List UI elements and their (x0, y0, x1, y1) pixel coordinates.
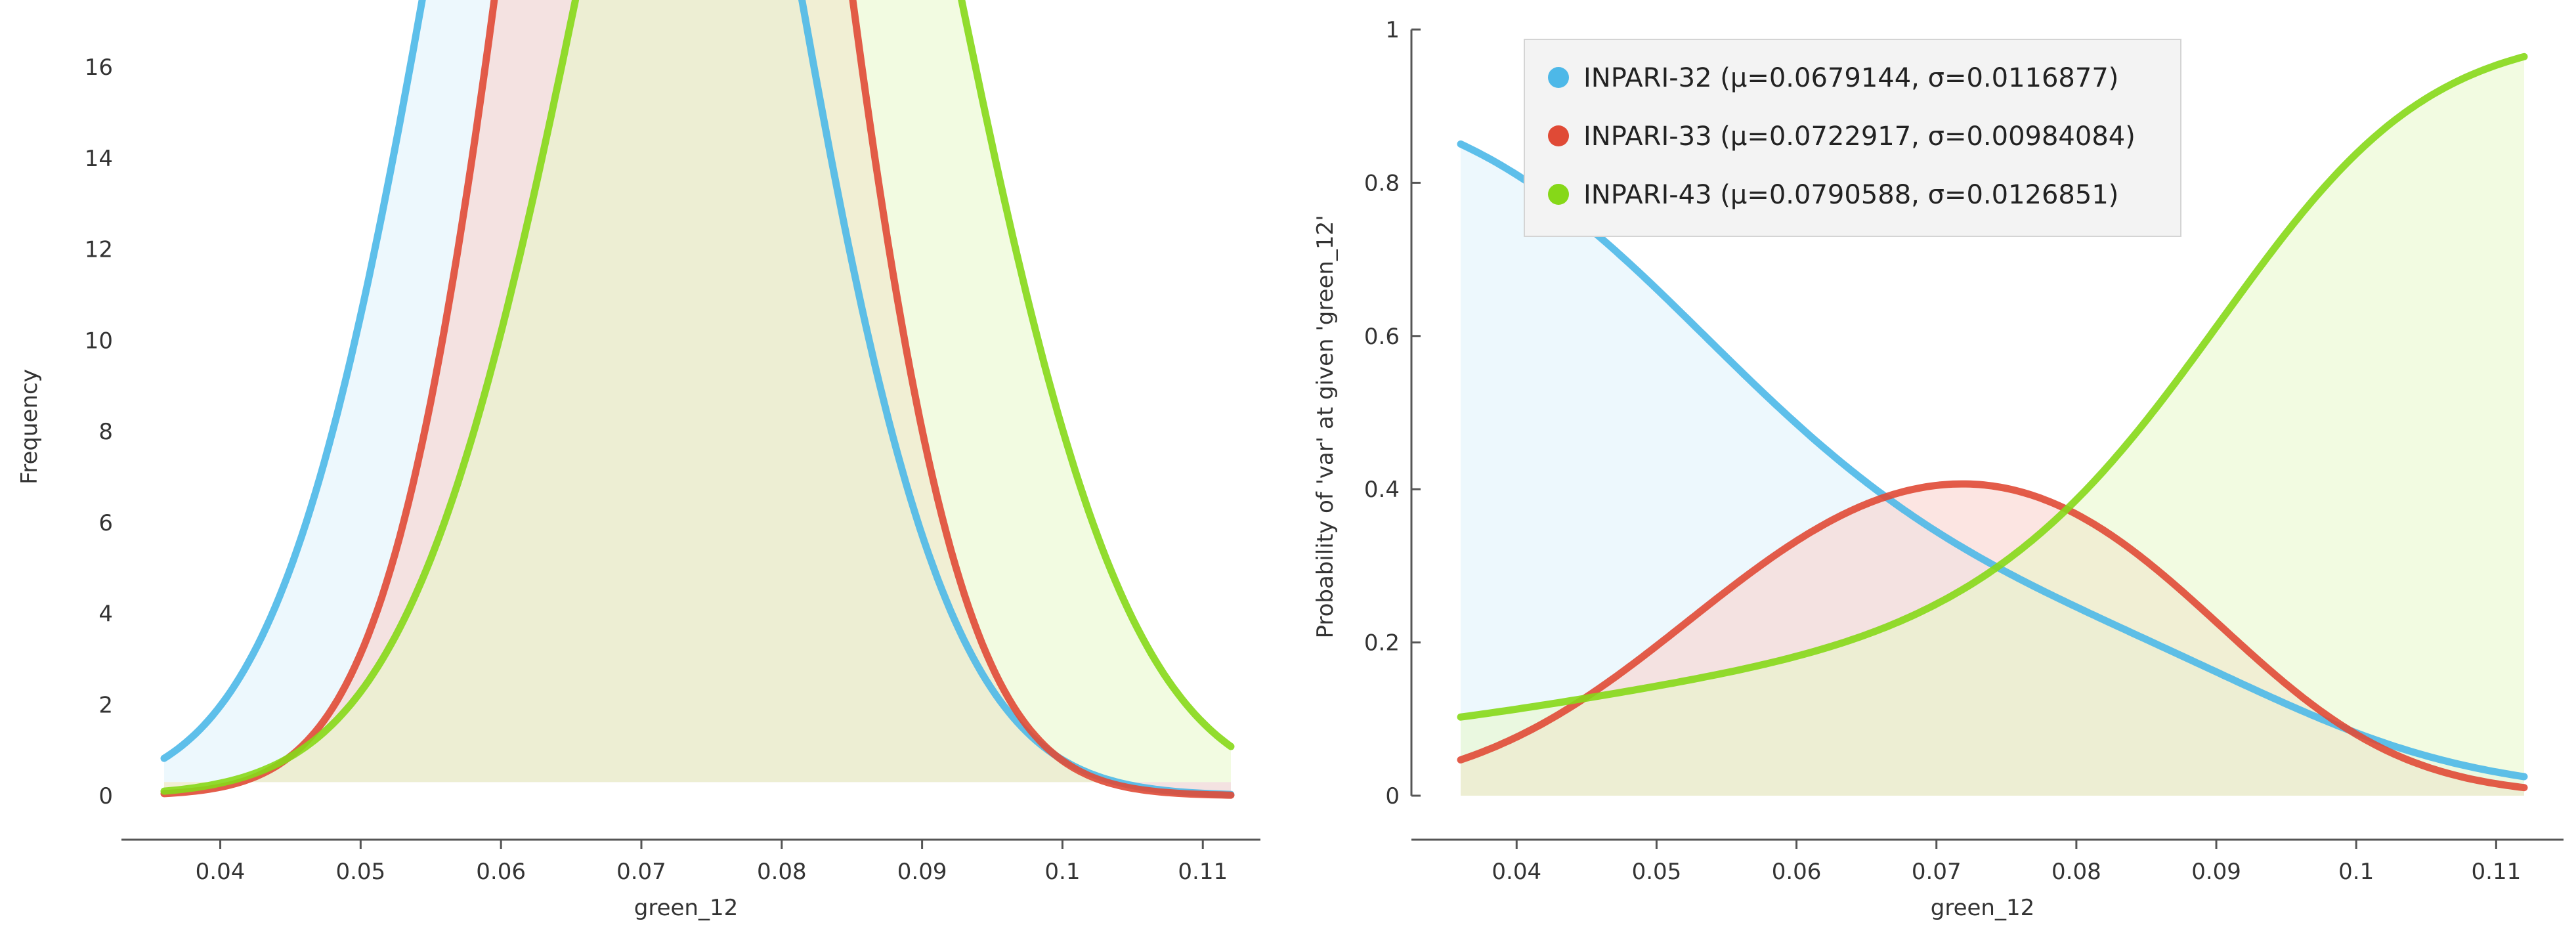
frequency-chart-y-ticks: 0 2 4 6 8 10 12 14 16 (85, 54, 113, 809)
probability-y-tick-label: 0.8 (1364, 170, 1400, 196)
probability-x-tick-label: 0.09 (2191, 859, 2241, 885)
probability-x-tick-label: 0.07 (1912, 859, 1962, 885)
probability-area-inpari-43 (1461, 56, 2524, 796)
probability-chart-x-ticks: 0.04 0.05 0.06 0.07 0.08 0.09 0.1 0.11 (1492, 840, 2521, 885)
probability-chart-fills (1461, 56, 2524, 796)
frequency-y-tick-label: 14 (85, 146, 113, 172)
probability-x-tick-label: 0.04 (1492, 859, 1541, 885)
probability-chart-x-axis-title: green_12 (1931, 895, 2034, 921)
probability-x-tick-label: 0.05 (1632, 859, 1682, 885)
probability-x-tick-label: 0.06 (1772, 859, 1822, 885)
probability-x-tick-label: 0.08 (2051, 859, 2101, 885)
probability-y-tick-label: 0.2 (1364, 630, 1400, 657)
frequency-chart-x-axis-title: green_12 (634, 895, 738, 921)
probability-x-tick-label: 0.1 (2338, 859, 2374, 885)
frequency-y-tick-label: 10 (85, 328, 113, 354)
probability-y-tick-label: 0.6 (1364, 324, 1400, 350)
legend-label-inpari-32: INPARI-32 (μ=0.0679144, σ=0.0116877) (1583, 63, 2118, 93)
legend: INPARI-32 (μ=0.0679144, σ=0.0116877) INP… (1524, 39, 2181, 237)
legend-marker-inpari-32 (1548, 67, 1569, 88)
frequency-y-tick-label: 0 (98, 783, 113, 809)
frequency-chart-lines (160, 0, 1235, 799)
probability-chart-lines (1457, 53, 2528, 792)
legend-label-inpari-33: INPARI-33 (μ=0.0722917, σ=0.00984084) (1583, 121, 2136, 152)
frequency-x-tick-label: 0.08 (757, 859, 807, 885)
frequency-x-tick-label: 0.04 (196, 859, 246, 885)
frequency-x-tick-label: 0.11 (1178, 859, 1228, 885)
probability-y-tick-label: 0 (1385, 783, 1400, 809)
frequency-line-inpari-43[interactable] (160, 0, 1235, 795)
frequency-y-tick-label: 4 (98, 601, 113, 628)
frequency-x-tick-label: 0.05 (335, 859, 385, 885)
legend-marker-inpari-33 (1548, 125, 1569, 146)
legend-item-inpari-33[interactable]: INPARI-33 (μ=0.0722917, σ=0.00984084) (1548, 121, 2136, 152)
probability-line-inpari-33[interactable] (1457, 480, 2528, 792)
frequency-y-tick-label: 2 (98, 692, 113, 718)
probability-y-tick-label: 1 (1385, 17, 1400, 43)
frequency-x-tick-label: 0.06 (476, 859, 526, 885)
frequency-line-inpari-33[interactable] (160, 0, 1235, 799)
legend-item-inpari-43[interactable]: INPARI-43 (μ=0.0790588, σ=0.0126851) (1548, 180, 2118, 210)
frequency-x-tick-label: 0.09 (897, 859, 947, 885)
frequency-y-tick-label: 6 (98, 510, 113, 536)
frequency-y-tick-label: 12 (85, 237, 113, 263)
frequency-chart-fills (164, 0, 1231, 796)
probability-x-tick-label: 0.11 (2472, 859, 2522, 885)
probability-chart-y-ticks: 0 0.2 0.4 0.6 0.8 1 (1364, 17, 1421, 809)
probability-line-inpari-43[interactable] (1457, 53, 2528, 721)
frequency-chart-x-ticks: 0.04 0.05 0.06 0.07 0.08 0.09 0.1 0.11 (196, 840, 1228, 885)
legend-label-inpari-43: INPARI-43 (μ=0.0790588, σ=0.0126851) (1583, 180, 2118, 210)
probability-chart-y-axis-title: Probability of 'var' at given 'green_12' (1312, 215, 1339, 638)
frequency-y-tick-label: 16 (85, 54, 113, 81)
frequency-x-tick-label: 0.07 (616, 859, 666, 885)
frequency-chart: 0.04 0.05 0.06 0.07 0.08 0.09 0.1 0.11 0 2 4 6 8 10 1… (16, 0, 1260, 921)
legend-item-inpari-32[interactable]: INPARI-32 (μ=0.0679144, σ=0.0116877) (1548, 63, 2118, 93)
legend-marker-inpari-43 (1548, 184, 1569, 205)
frequency-y-tick-label: 8 (98, 419, 113, 445)
legend-box (1524, 39, 2181, 237)
probability-chart: 0.04 0.05 0.06 0.07 0.08 0.09 0.1 0.11 00.20.40… (1312, 17, 2564, 921)
frequency-chart-y-axis-title: Frequency (16, 369, 43, 485)
probability-y-tick-label: 0.4 (1364, 477, 1400, 503)
frequency-x-tick-label: 0.1 (1044, 859, 1080, 885)
